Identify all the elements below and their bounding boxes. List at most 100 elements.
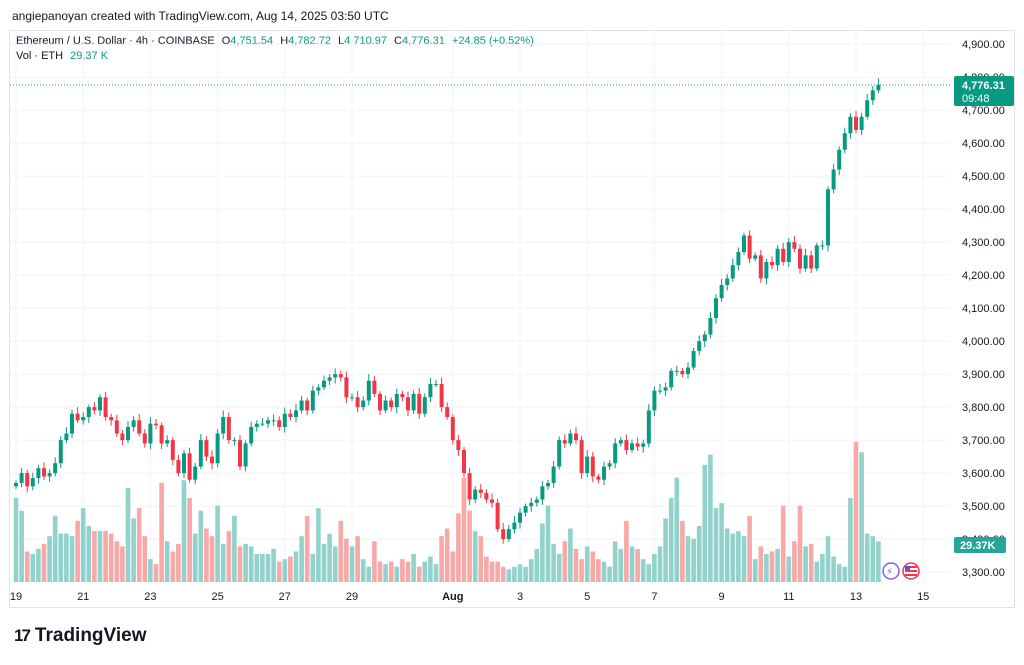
volume-bar (562, 541, 568, 582)
volume-bar (612, 541, 618, 582)
volume-label[interactable]: Vol · ETH (16, 50, 64, 62)
candle-body (92, 407, 97, 411)
candle-body (764, 261, 769, 279)
candle-body (428, 384, 433, 398)
candle-body (719, 285, 724, 299)
volume-bar (512, 566, 517, 582)
candle-body (585, 456, 590, 474)
x-tick-label: Aug (442, 591, 463, 603)
candle-body (618, 440, 623, 444)
tradingview-logo[interactable]: 17 TradingView (14, 625, 147, 647)
volume-bar (366, 566, 372, 582)
candle-body (579, 440, 584, 474)
candle-body (131, 420, 136, 427)
x-tick-label: 21 (77, 591, 89, 603)
candle-body (406, 397, 410, 411)
volume-bar (136, 508, 142, 582)
candle-body (378, 393, 382, 411)
volume-bar (422, 561, 428, 582)
candle-body (383, 400, 388, 411)
candle-body (389, 400, 394, 408)
candle-body (36, 468, 41, 479)
candle-body (109, 417, 114, 421)
event-icons[interactable]: ⚡ (882, 562, 920, 580)
candle-body (490, 499, 494, 503)
y-axis[interactable]: 4,900.004,800.004,700.004,600.004,500.00… (962, 39, 1005, 579)
open-label: O (221, 35, 231, 47)
volume-bar (825, 536, 831, 582)
candle-body (305, 400, 310, 411)
volume-bar (204, 528, 209, 582)
candle-body (495, 502, 500, 530)
volume-tag-value: 29.37K (960, 540, 996, 552)
volume-bar (568, 528, 573, 582)
volume-bars (13, 442, 881, 582)
volume-bar (400, 559, 405, 582)
candle-body (691, 351, 696, 368)
candle-body (792, 242, 797, 249)
volume-bar (428, 556, 433, 582)
candle-body (602, 466, 606, 480)
volume-bar (674, 477, 680, 582)
volume-bar (618, 548, 624, 582)
candle-body (316, 387, 321, 391)
volume-bar (310, 554, 316, 582)
candle-body (798, 248, 802, 269)
volume-bar (198, 510, 204, 582)
candle-body (417, 393, 422, 414)
candle-body (725, 278, 730, 286)
volume-bar (405, 561, 411, 582)
candle-body (266, 420, 270, 424)
candle-body (540, 486, 545, 500)
lightning-icon[interactable] (882, 562, 900, 580)
volume-bar (685, 536, 691, 582)
candle-body (484, 492, 489, 500)
candle-body (742, 235, 746, 253)
candle-body (557, 440, 562, 467)
x-axis[interactable]: 19 21 23 25 27 29 Aug 3 5 7 9 11 13 15 (10, 591, 929, 603)
candle-body (826, 189, 830, 246)
candle-body (271, 420, 276, 422)
candle-body (809, 255, 814, 269)
volume-bar (114, 541, 120, 582)
volume-bar (747, 515, 752, 582)
candle-body (282, 413, 287, 427)
volume-bar (69, 536, 75, 582)
volume-bar (842, 566, 848, 582)
candle-body (210, 456, 214, 464)
volume-bar (75, 520, 80, 582)
candle-body (137, 420, 142, 434)
volume-bar (131, 518, 136, 582)
volume-bar (848, 498, 853, 582)
candle-body (529, 502, 534, 507)
candle-body (193, 466, 198, 480)
x-tick-label: 5 (584, 591, 590, 603)
volume-bar (876, 541, 881, 582)
candle-body (187, 453, 192, 480)
y-tick-label: 3,600.00 (962, 468, 1005, 480)
candle-body (75, 413, 80, 421)
candle-body (663, 387, 668, 391)
price-tag-value: 4,776.31 (962, 80, 1005, 92)
candle-body (624, 440, 629, 451)
volume-bar (439, 536, 444, 582)
candle-body (478, 489, 483, 493)
candle-body (126, 426, 130, 441)
volume-bar (394, 566, 400, 582)
x-tick-label: 3 (517, 591, 523, 603)
volume-bar (551, 543, 556, 582)
candle-body (523, 506, 528, 513)
chart-frame[interactable] (9, 30, 1015, 608)
candle-body (714, 298, 718, 319)
x-tick-label: 25 (211, 591, 223, 603)
candle-body (876, 85, 881, 91)
volume-bar (276, 561, 282, 582)
volume-bar (349, 546, 355, 582)
volume-bar (170, 551, 176, 582)
x-tick-label: 11 (783, 591, 794, 603)
candle-body (277, 420, 282, 427)
volume-bar (248, 546, 254, 582)
volume-bar (159, 482, 164, 582)
candle-body (501, 529, 506, 540)
